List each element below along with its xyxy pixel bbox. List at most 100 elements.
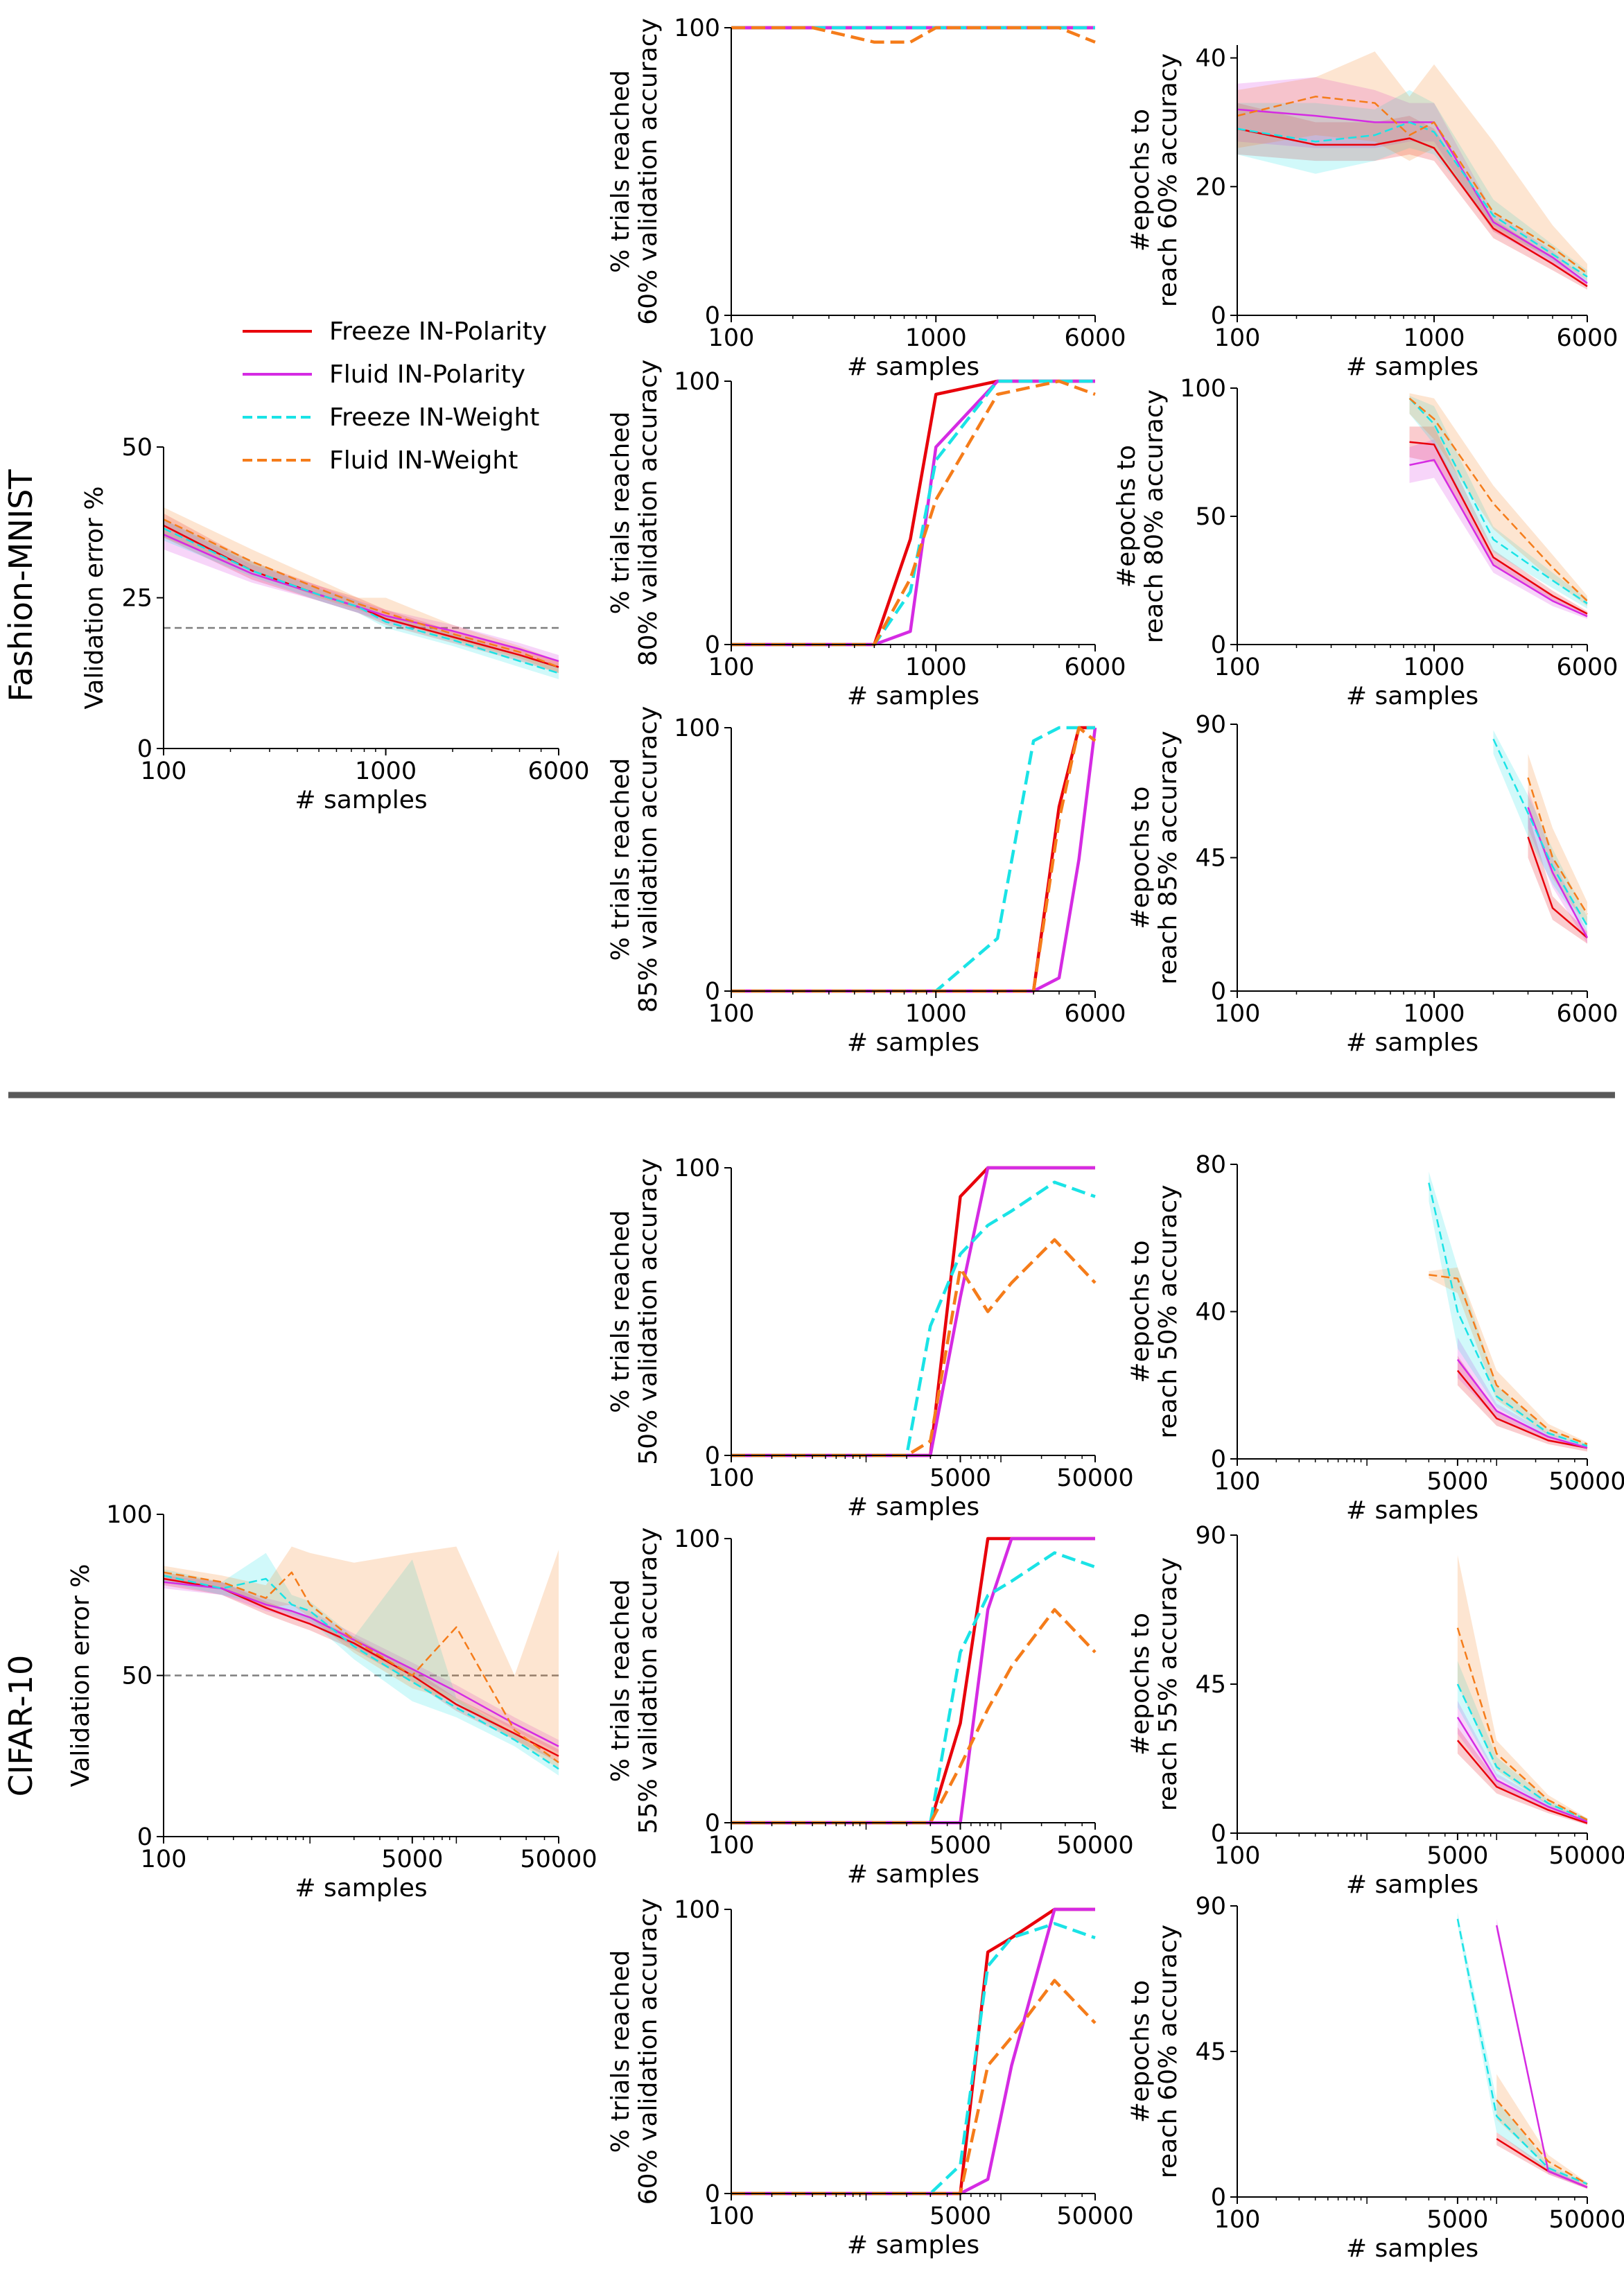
- x-tick-label: 100: [708, 1832, 755, 1859]
- chart-c-err: 100 5000 50000 0 50 100 # samples Validation er…: [67, 1501, 597, 1902]
- y-axis-label: #epochs to: [1126, 109, 1155, 252]
- line-freeze-in-polarity: [163, 1577, 559, 1757]
- y-tick-label: 100: [674, 15, 720, 42]
- x-tick-label: 100: [141, 758, 187, 785]
- x-tick-label: 5000: [1426, 1842, 1488, 1870]
- chart-c-e50: 100 5000 50000 0 40 80 # samples #epochs to reac…: [1126, 1151, 1624, 1525]
- band-fluid-in-weight: [164, 507, 559, 674]
- x-tick-label: 100: [1214, 1468, 1261, 1496]
- chart-fm-e60: 100 1000 6000 0 20 40 # samples #epochs to reach…: [1126, 45, 1618, 381]
- x-tick-label: 100: [708, 1000, 755, 1028]
- line-fluid-in-weight: [1527, 777, 1589, 915]
- y-tick-label: 100: [674, 1525, 720, 1553]
- band-fluid-in-weight: [1237, 51, 1587, 280]
- band-freeze-in-polarity: [1237, 103, 1587, 290]
- line-fluid-in-polarity: [1237, 108, 1588, 284]
- legend-label-fluid-in-weight: Fluid IN-Weight: [329, 446, 518, 475]
- band-freeze-in-weight: [1493, 730, 1587, 932]
- y-tick-label: 90: [1195, 1893, 1226, 1920]
- y-tick-label: 50: [121, 1663, 152, 1690]
- y-axis-label: Validation error %: [67, 1564, 95, 1787]
- band-freeze-in-weight: [1237, 90, 1587, 283]
- band-fluid-in-weight: [1528, 753, 1587, 926]
- x-tick-label: 100: [708, 654, 755, 681]
- line-freeze-in-weight: [163, 527, 559, 674]
- x-axis-label: # samples: [1346, 1871, 1478, 1899]
- band-fluid-in-polarity: [164, 519, 559, 667]
- line-fluid-in-weight: [163, 518, 559, 668]
- y-tick-label: 0: [705, 302, 720, 330]
- line-freeze-in-polarity: [1456, 1369, 1588, 1449]
- x-tick-label: 1000: [1403, 324, 1465, 352]
- x-tick-label: 50000: [1056, 2203, 1133, 2230]
- x-tick-label: 100: [708, 324, 755, 352]
- band-fluid-in-polarity: [1409, 439, 1587, 619]
- y-tick-label: 45: [1195, 2038, 1226, 2066]
- band-fluid-in-weight: [164, 1546, 559, 1769]
- y-tick-label: 0: [1211, 2184, 1226, 2212]
- x-tick-label: 6000: [1064, 1000, 1126, 1028]
- y-axis-label: 60% validation accuracy: [634, 1898, 663, 2205]
- y-tick-label: 100: [1180, 375, 1226, 403]
- x-axis-label: # samples: [847, 682, 979, 710]
- y-axis-label: reach 85% accuracy: [1154, 730, 1182, 984]
- band-freeze-in-polarity: [1457, 1727, 1587, 1826]
- y-tick-label: 80: [1195, 1151, 1226, 1179]
- y-axis-label: #epochs to: [1126, 786, 1155, 929]
- legend-label-freeze-in-polarity: Freeze IN-Polarity: [329, 317, 547, 346]
- y-axis-label: Validation error %: [80, 486, 109, 709]
- x-tick-label: 6000: [527, 758, 589, 785]
- x-tick-label: 5000: [1426, 1468, 1488, 1496]
- x-tick-label: 100: [141, 1846, 187, 1873]
- x-tick-label: 6000: [1064, 654, 1126, 681]
- x-tick-label: 5000: [929, 1832, 991, 1859]
- y-tick-label: 0: [705, 1442, 720, 1470]
- chart-fm-e80: 100 1000 6000 0 50 100 # samples #epochs to reac…: [1112, 375, 1618, 710]
- y-tick-label: 0: [705, 631, 720, 659]
- y-axis-label: % trials reached: [606, 758, 635, 961]
- line-fluid-in-polarity: [1527, 807, 1589, 938]
- x-axis-label: # samples: [1346, 1496, 1478, 1525]
- chart-c-e55: 100 5000 50000 0 45 90 # samples #epochs to reac…: [1126, 1522, 1624, 1899]
- band-fluid-in-polarity: [1457, 1700, 1587, 1823]
- y-tick-label: 100: [674, 1155, 720, 1182]
- x-axis-label: # samples: [295, 1874, 427, 1902]
- x-tick-label: 100: [1214, 2206, 1261, 2234]
- x-tick-label: 5000: [929, 2203, 991, 2230]
- line-fluid-in-polarity: [1456, 1358, 1588, 1449]
- y-tick-label: 0: [705, 978, 720, 1006]
- y-axis-label: reach 50% accuracy: [1154, 1184, 1182, 1438]
- y-tick-label: 0: [1211, 1820, 1226, 1848]
- x-tick-label: 100: [1214, 654, 1261, 681]
- y-tick-label: 100: [674, 368, 720, 396]
- y-axis-label: % trials reached: [606, 70, 635, 273]
- line-freeze-in-polarity: [163, 524, 559, 668]
- line-freeze-in-weight: [1456, 1683, 1588, 1821]
- y-axis-label: #epochs to: [1126, 1980, 1155, 2123]
- x-axis-label: # samples: [847, 1860, 979, 1889]
- y-axis-label: reach 80% accuracy: [1140, 389, 1169, 643]
- y-axis-label: reach 60% accuracy: [1154, 53, 1182, 307]
- y-tick-label: 0: [1211, 631, 1226, 659]
- band-fluid-in-weight: [1429, 1267, 1587, 1446]
- y-tick-label: 50: [1195, 503, 1226, 531]
- band-freeze-in-weight: [1409, 396, 1587, 609]
- y-axis-label: reach 60% accuracy: [1154, 1925, 1182, 2178]
- x-tick-label: 6000: [1556, 654, 1618, 681]
- x-axis-label: # samples: [1346, 353, 1478, 381]
- line-fluid-in-polarity: [1409, 459, 1588, 618]
- x-tick-label: 100: [1214, 1842, 1261, 1870]
- x-tick-label: 1000: [905, 324, 967, 352]
- line-fluid-in-weight: [1408, 397, 1588, 602]
- band-fluid-in-polarity: [1237, 77, 1587, 287]
- band-fluid-in-weight: [1496, 2074, 1587, 2186]
- x-axis-label: # samples: [847, 2231, 979, 2259]
- x-tick-label: 100: [1214, 324, 1261, 352]
- y-tick-label: 0: [1211, 1446, 1226, 1473]
- line-fluid-in-weight: [1456, 1627, 1588, 1821]
- x-axis-label: # samples: [1346, 682, 1478, 710]
